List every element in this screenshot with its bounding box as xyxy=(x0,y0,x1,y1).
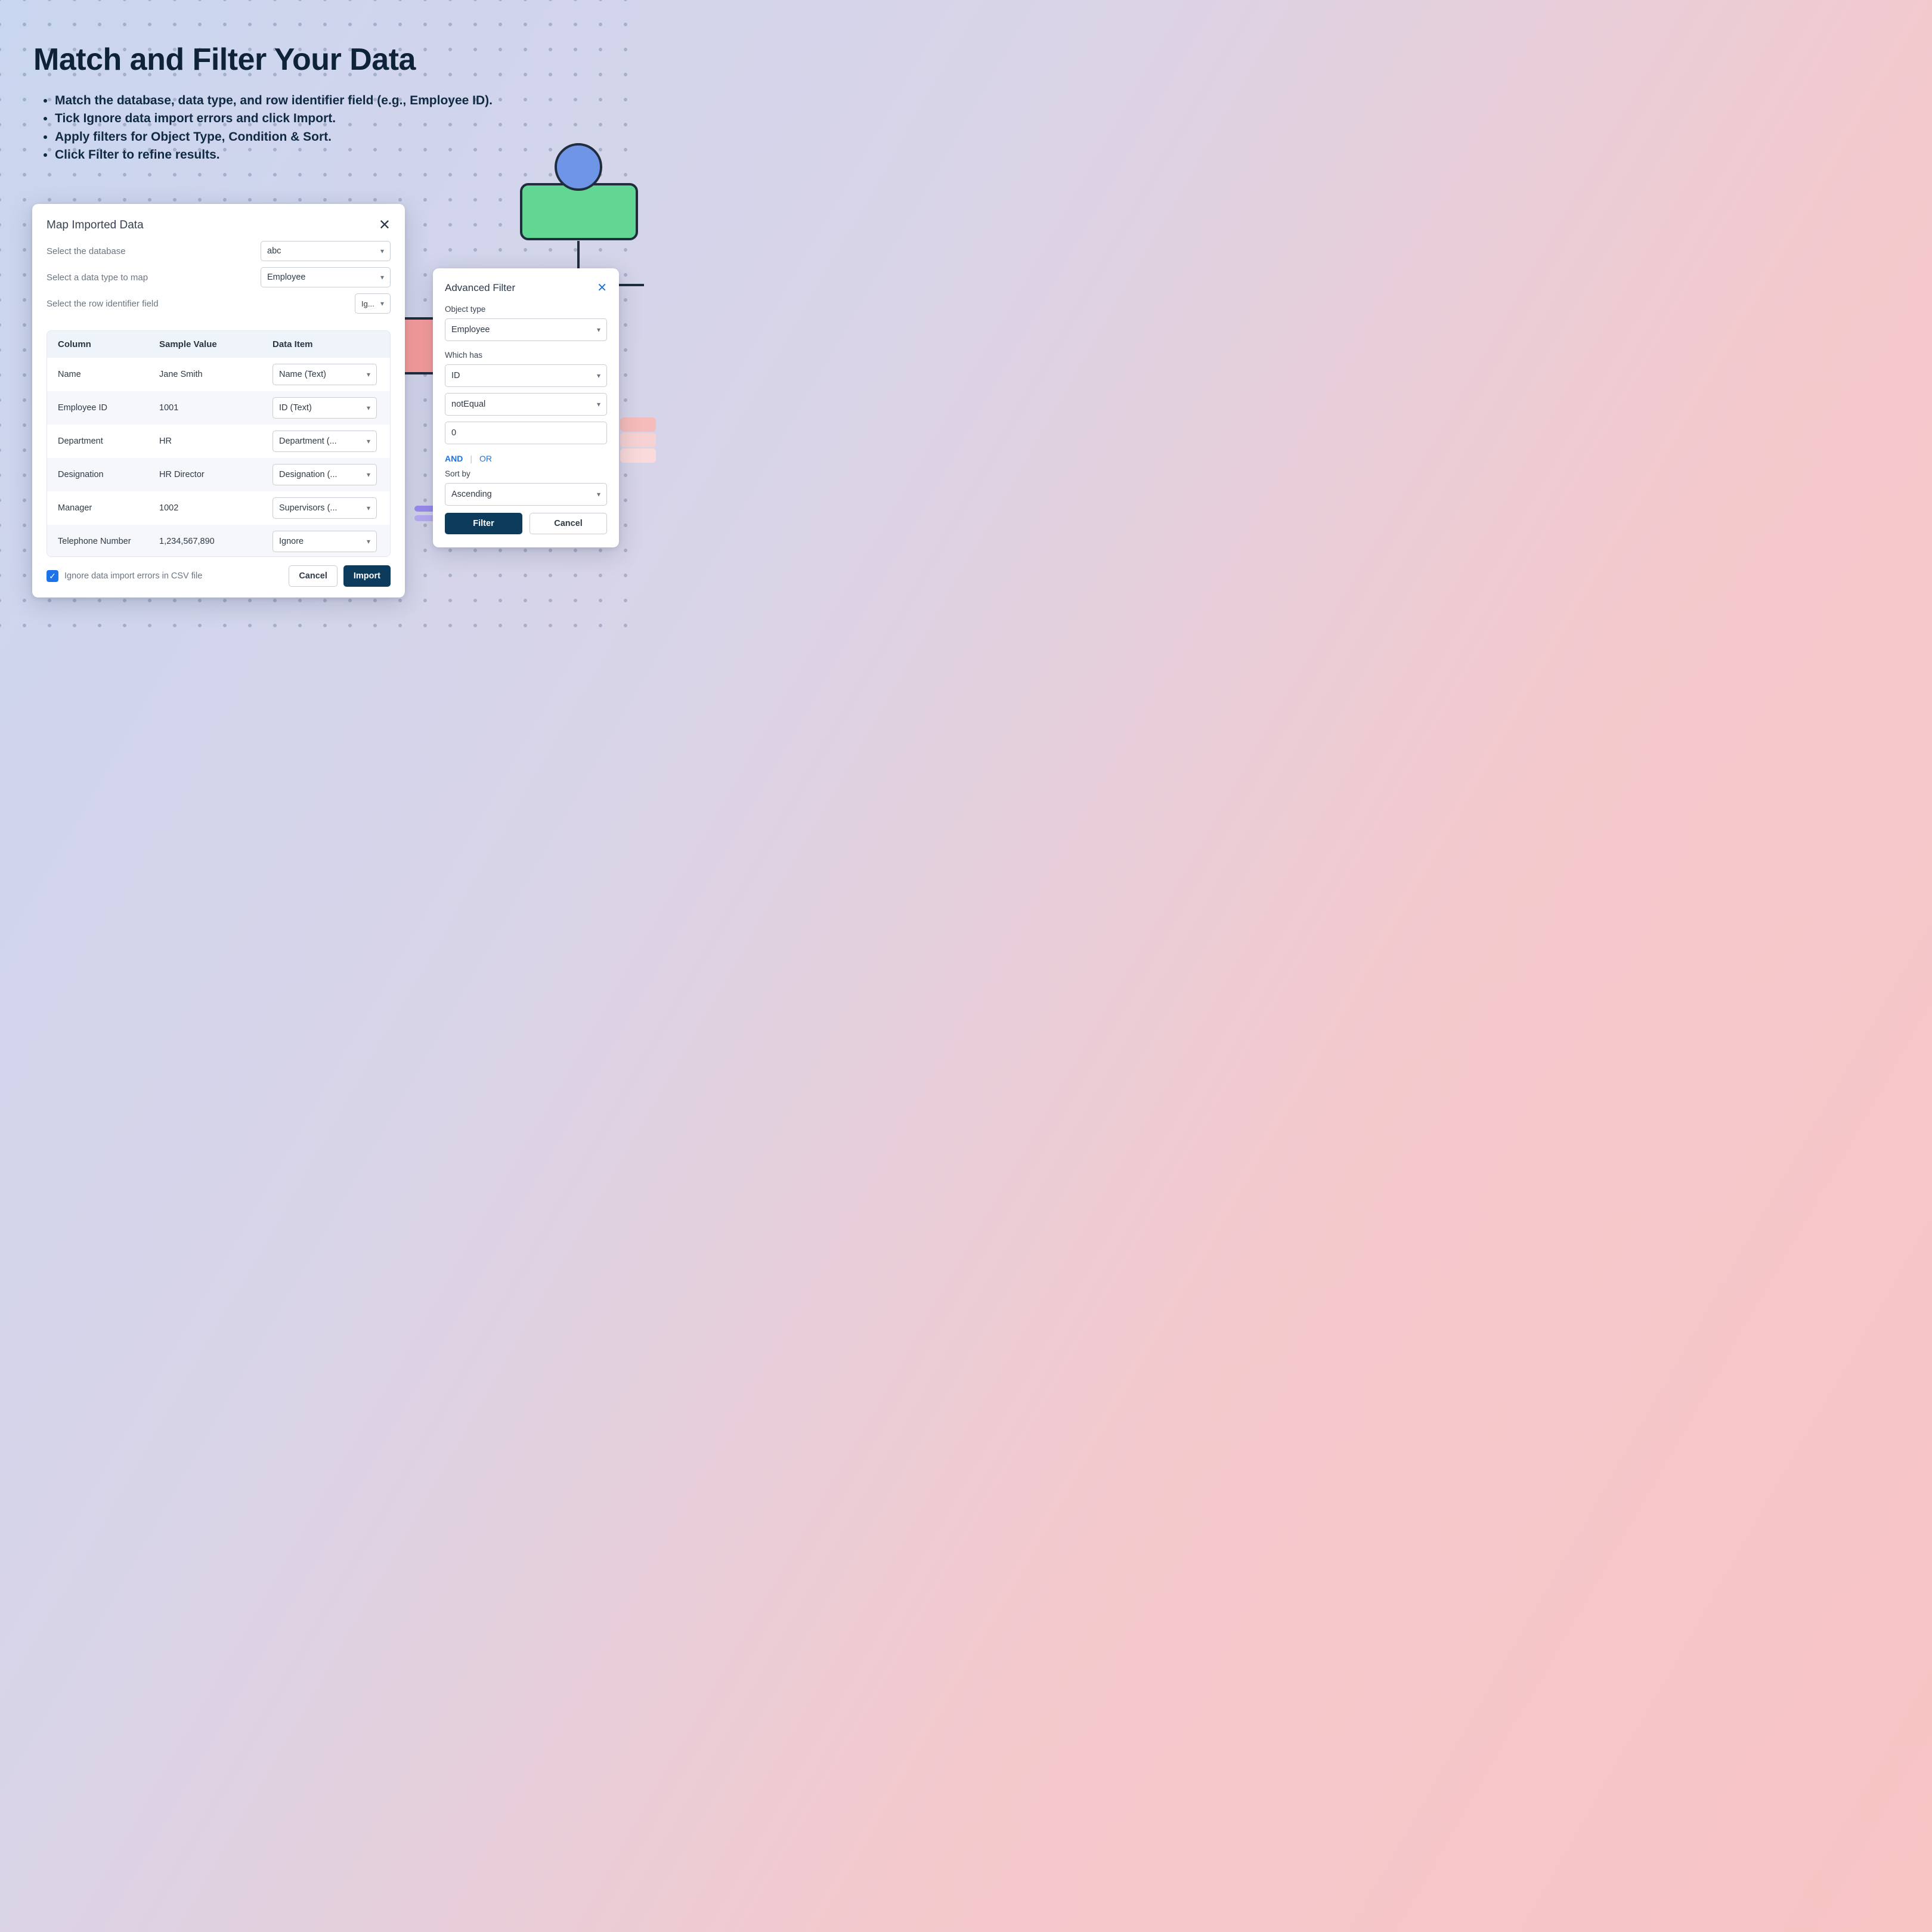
dataitem-select[interactable]: Ignore ▾ xyxy=(273,531,377,552)
database-value: abc xyxy=(267,246,281,256)
cancel-button[interactable]: Cancel xyxy=(289,565,338,587)
rowid-select[interactable]: Ig... ▾ xyxy=(355,293,391,314)
dataitem-value: Designation (... xyxy=(279,470,338,479)
table-row: DesignationHR Director Designation (... ▾ xyxy=(47,458,390,491)
dataitem-select[interactable]: Designation (... ▾ xyxy=(273,464,377,485)
ignore-errors-checkbox[interactable]: ✓ xyxy=(47,570,58,582)
table-body: NameJane SmithName (Text)▾Employee ID100… xyxy=(47,358,390,556)
page-header: Match and Filter Your Data Match the dat… xyxy=(33,42,620,165)
chevron-down-icon: ▾ xyxy=(597,400,600,408)
chevron-down-icon: ▾ xyxy=(367,437,370,445)
chevron-down-icon: ▾ xyxy=(367,370,370,379)
chevron-down-icon: ▾ xyxy=(380,273,384,281)
chevron-down-icon: ▾ xyxy=(367,504,370,512)
chevron-down-icon: ▾ xyxy=(380,247,384,255)
sort-label: Sort by xyxy=(445,469,607,478)
which-has-label: Which has xyxy=(445,351,607,360)
dataitem-value: Ignore xyxy=(279,537,304,546)
dataitem-value: Supervisors (... xyxy=(279,503,338,513)
dataitem-value: Name (Text) xyxy=(279,370,326,379)
dataitem-select[interactable]: Department (... ▾ xyxy=(273,431,377,452)
table-row: Employee ID1001 ID (Text) ▾ xyxy=(47,391,390,425)
th-dataitem: Data Item xyxy=(273,339,379,349)
cell-column: Name xyxy=(58,370,159,379)
database-select[interactable]: abc ▾ xyxy=(261,241,391,261)
dataitem-value: Department (... xyxy=(279,436,337,446)
cell-sample: HR Director xyxy=(159,470,273,479)
chevron-down-icon: ▾ xyxy=(367,404,370,412)
deco-row xyxy=(620,433,656,447)
filter-button[interactable]: Filter xyxy=(445,513,522,534)
separator: | xyxy=(470,454,472,463)
cell-sample: 1002 xyxy=(159,503,273,513)
chevron-down-icon: ▾ xyxy=(380,299,384,308)
filter-title: Advanced Filter xyxy=(445,282,515,294)
mapping-table: Column Sample Value Data Item NameJane S… xyxy=(47,330,391,557)
whichhas-value-input[interactable] xyxy=(445,422,607,444)
map-imported-data-modal: Map Imported Data ✕ Select the database … xyxy=(32,204,405,597)
table-row: Telephone Number1,234,567,890 Ignore ▾ xyxy=(47,525,390,556)
datatype-select[interactable]: Employee ▾ xyxy=(261,267,391,287)
close-icon[interactable]: ✕ xyxy=(379,218,391,233)
cell-sample: Jane Smith xyxy=(159,370,273,379)
advanced-filter-panel: Advanced Filter ✕ Object type Employee ▾… xyxy=(433,268,619,547)
instruction-list: Match the database, data type, and row i… xyxy=(33,92,620,165)
modal-title: Map Imported Data xyxy=(47,219,144,232)
table-row: Manager1002 Supervisors (... ▾ xyxy=(47,491,390,525)
deco-row xyxy=(620,417,656,432)
condition-operators: AND | OR xyxy=(445,454,607,463)
chevron-down-icon: ▾ xyxy=(597,490,600,499)
whichhas-operator-select[interactable]: notEqual ▾ xyxy=(445,393,607,416)
instruction-item: Apply filters for Object Type, Condition… xyxy=(55,128,620,146)
chevron-down-icon: ▾ xyxy=(597,371,600,380)
close-icon[interactable]: ✕ xyxy=(597,280,607,295)
datatype-label: Select a data type to map xyxy=(47,273,261,283)
instruction-item: Match the database, data type, and row i… xyxy=(55,92,620,110)
rowid-value: Ig... xyxy=(361,299,374,308)
table-row: NameJane Smith Name (Text) ▾ xyxy=(47,358,390,391)
datatype-value: Employee xyxy=(267,273,305,282)
chevron-down-icon: ▾ xyxy=(367,470,370,479)
and-button[interactable]: AND xyxy=(445,454,463,463)
table-row: DepartmentHR Department (... ▾ xyxy=(47,425,390,458)
th-sample: Sample Value xyxy=(159,339,273,349)
cancel-button[interactable]: Cancel xyxy=(530,513,607,534)
instruction-item: Click Filter to refine results. xyxy=(55,146,620,164)
deco-row xyxy=(620,448,656,463)
th-column: Column xyxy=(58,339,159,349)
object-type-label: Object type xyxy=(445,305,607,314)
chevron-down-icon: ▾ xyxy=(597,326,600,334)
dataitem-value: ID (Text) xyxy=(279,403,312,413)
whichhas-field-value: ID xyxy=(451,371,460,380)
dataitem-select[interactable]: Supervisors (... ▾ xyxy=(273,497,377,519)
object-type-select[interactable]: Employee ▾ xyxy=(445,318,607,341)
cell-column: Department xyxy=(58,436,159,446)
import-button[interactable]: Import xyxy=(343,565,391,587)
cell-sample: HR xyxy=(159,436,273,446)
deco-card-green xyxy=(520,183,638,240)
cell-sample: 1001 xyxy=(159,403,273,413)
cell-column: Employee ID xyxy=(58,403,159,413)
cell-column: Designation xyxy=(58,470,159,479)
or-button[interactable]: OR xyxy=(479,454,492,463)
sort-select[interactable]: Ascending ▾ xyxy=(445,483,607,506)
database-label: Select the database xyxy=(47,246,261,256)
table-header: Column Sample Value Data Item xyxy=(47,331,390,358)
sort-value: Ascending xyxy=(451,490,492,499)
page-title: Match and Filter Your Data xyxy=(33,42,620,78)
whichhas-field-select[interactable]: ID ▾ xyxy=(445,364,607,387)
instruction-item: Tick Ignore data import errors and click… xyxy=(55,110,620,128)
object-type-value: Employee xyxy=(451,325,490,335)
whichhas-operator-value: notEqual xyxy=(451,400,485,409)
rowid-label: Select the row identifier field xyxy=(47,299,355,309)
cell-column: Manager xyxy=(58,503,159,513)
dataitem-select[interactable]: Name (Text) ▾ xyxy=(273,364,377,385)
dataitem-select[interactable]: ID (Text) ▾ xyxy=(273,397,377,419)
ignore-errors-label: Ignore data import errors in CSV file xyxy=(64,571,283,581)
chevron-down-icon: ▾ xyxy=(367,537,370,546)
cell-sample: 1,234,567,890 xyxy=(159,537,273,546)
cell-column: Telephone Number xyxy=(58,537,159,546)
